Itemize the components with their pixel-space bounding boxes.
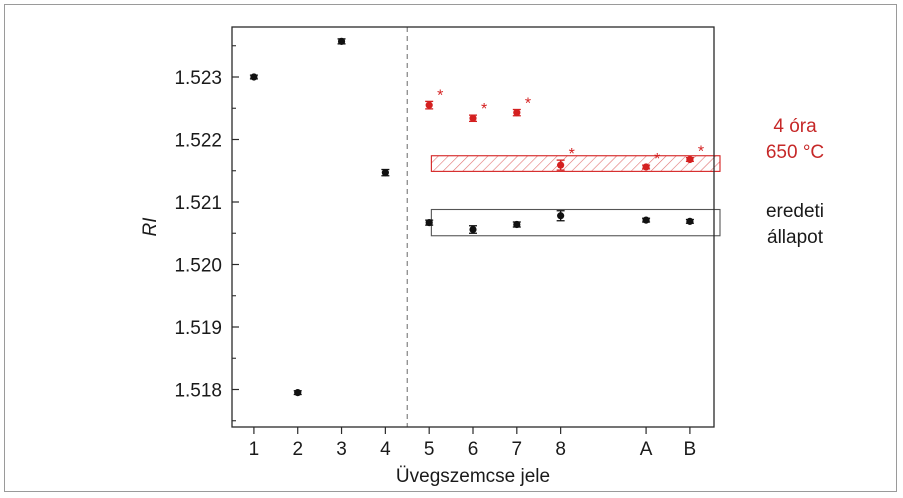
figure-frame <box>4 4 897 492</box>
marker <box>686 217 694 225</box>
marker <box>425 219 433 227</box>
x-tick-label: 3 <box>336 439 347 460</box>
x-tick-label: 6 <box>468 439 479 460</box>
x-tick-label: 2 <box>292 439 303 460</box>
x-tick-label: 7 <box>512 439 523 460</box>
data-point-series0-4 <box>381 168 390 177</box>
x-tick-label: 5 <box>424 439 435 460</box>
y-tick-label: 1.518 <box>174 381 222 402</box>
marker <box>686 155 694 164</box>
annotation-0-line-1: 650 °C <box>766 142 824 163</box>
y-axis-title: RI <box>140 217 161 237</box>
significance-star: * <box>569 146 575 163</box>
marker <box>642 163 650 171</box>
x-tick-label: 8 <box>555 439 566 460</box>
data-point-series0-2 <box>293 389 302 397</box>
data-point-series0-A <box>642 216 651 224</box>
marker <box>557 212 565 220</box>
y-tick-label: 1.520 <box>174 256 222 277</box>
significance-star: * <box>654 151 660 168</box>
points-layer: * * * * * * <box>249 37 704 397</box>
data-point-series1-5: * <box>425 87 443 110</box>
annotations-layer: 4 óra 650 °C eredeti állapot <box>766 116 824 248</box>
marker <box>557 161 565 169</box>
y-tick-label: 1.522 <box>174 131 222 152</box>
data-point-series0-7 <box>512 220 521 229</box>
significance-star: * <box>437 87 443 104</box>
y-tick-label: 1.521 <box>174 193 222 214</box>
marker <box>642 216 650 224</box>
data-point-series0-6 <box>469 225 477 234</box>
marker <box>294 389 302 397</box>
x-axis-title: Üvegszemcse jele <box>396 466 550 487</box>
bands-layer <box>430 155 721 237</box>
data-point-series1-A: * <box>642 151 660 171</box>
annotation-1-line-1: állapot <box>767 227 824 248</box>
data-point-series0-5 <box>425 219 434 227</box>
data-point-series0-8 <box>556 210 565 222</box>
marker <box>250 73 258 81</box>
marker <box>381 169 389 177</box>
data-point-series0-3 <box>337 37 346 45</box>
significance-star: * <box>525 96 531 113</box>
band-0 <box>430 155 721 172</box>
marker <box>469 114 477 122</box>
data-point-series1-B: * <box>685 144 704 164</box>
data-point-series1-7: * <box>512 96 531 117</box>
y-tick-label: 1.519 <box>174 318 222 339</box>
data-point-series0-1 <box>249 73 258 81</box>
marker <box>513 109 521 117</box>
y-tick-label: 1.523 <box>174 68 222 89</box>
data-point-series0-B <box>685 217 694 225</box>
annotation-0-line-0: 4 óra <box>773 116 817 137</box>
data-point-series1-6: * <box>469 101 487 123</box>
x-tick-label: 4 <box>380 439 391 460</box>
marker <box>513 220 521 229</box>
x-tick-label: B <box>684 439 697 460</box>
marker <box>425 101 433 109</box>
significance-star: * <box>698 144 704 161</box>
marker <box>337 37 346 45</box>
x-tick-label: 1 <box>249 439 260 460</box>
axes-layer: 1.518 1.519 1.520 1.521 1.522 1.523 1 2 3 4 5 6 7 8 A B <box>174 45 697 460</box>
annotation-1-line-0: eredeti <box>766 201 824 222</box>
x-tick-label: A <box>640 439 653 460</box>
data-point-series1-8: * <box>556 146 575 171</box>
marker <box>469 225 477 234</box>
significance-star: * <box>481 101 487 118</box>
